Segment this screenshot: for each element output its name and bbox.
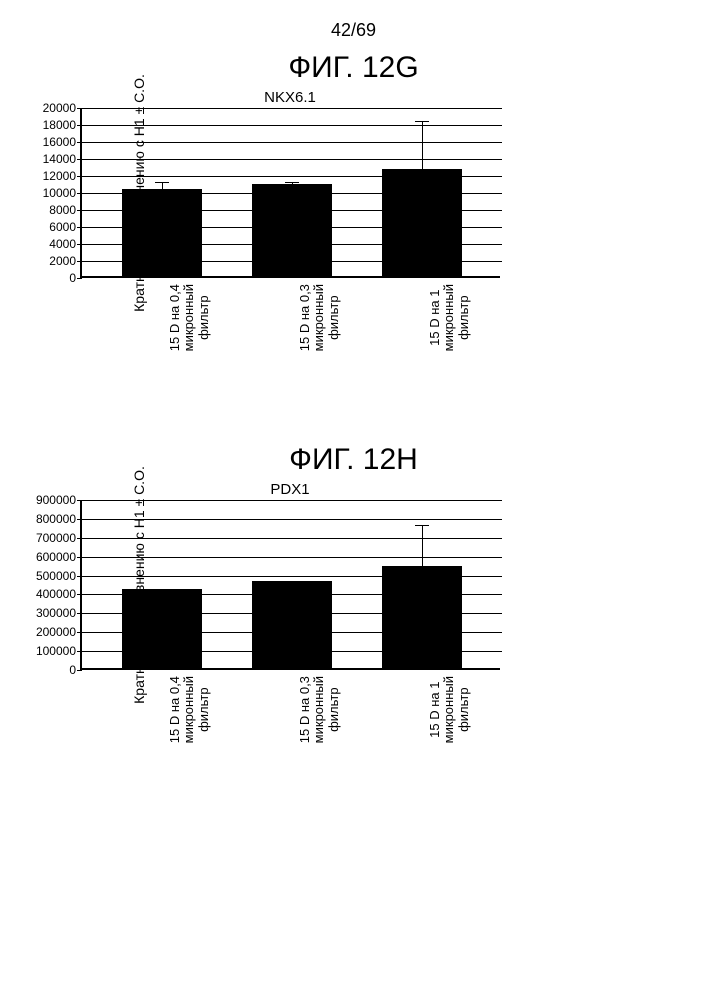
figure-h-title: ФИГ. 12H (0, 443, 707, 477)
xlabel: 15 D на 0,3микронныйфильтр (298, 284, 341, 351)
gridline (82, 108, 502, 109)
chart-h: Кратность по сравнению с H1 ± С.О. 01000… (80, 500, 707, 675)
ytick-label: 100000 (36, 644, 82, 658)
gridline (82, 519, 502, 520)
ytick-label: 6000 (49, 220, 82, 234)
ytick-label: 18000 (43, 118, 82, 132)
bar (382, 169, 462, 276)
chart-h-plot: 0100000200000300000400000500000600000700… (80, 500, 500, 670)
error-cap (155, 589, 169, 590)
ytick-label: 800000 (36, 512, 82, 526)
ytick-label: 10000 (43, 186, 82, 200)
chart-g: Кратность по сравнению с H1 ± С.О. 02000… (80, 108, 707, 283)
gridline (82, 159, 502, 160)
gridline (82, 142, 502, 143)
xlabel: 15 D на 1микронныйфильтр (428, 676, 471, 743)
gridline (82, 538, 502, 539)
error-bar (422, 525, 423, 568)
gridline (82, 125, 502, 126)
ytick-label: 14000 (43, 152, 82, 166)
ytick-label: 900000 (36, 493, 82, 507)
bar (122, 589, 202, 668)
chart-g-plot: 0200040006000800010000120001400016000180… (80, 108, 500, 278)
bar (382, 566, 462, 668)
xlabel: 15 D на 0,4микронныйфильтр (168, 676, 211, 743)
gridline (82, 557, 502, 558)
figure-g-title: ФИГ. 12G (0, 51, 707, 85)
ytick-label: 8000 (49, 203, 82, 217)
bar (252, 581, 332, 668)
xlabel: 15 D на 1микронныйфильтр (428, 284, 471, 351)
ytick-label: 0 (69, 271, 82, 285)
ytick-label: 600000 (36, 550, 82, 564)
error-bar (422, 121, 423, 171)
error-bar (162, 182, 163, 191)
ytick-label: 300000 (36, 606, 82, 620)
bar (252, 184, 332, 276)
error-cap (285, 582, 299, 583)
ytick-label: 4000 (49, 237, 82, 251)
ytick-label: 12000 (43, 169, 82, 183)
page-number: 42/69 (0, 0, 707, 41)
ytick-label: 200000 (36, 625, 82, 639)
ytick-label: 20000 (43, 101, 82, 115)
ytick-label: 400000 (36, 587, 82, 601)
error-cap (155, 182, 169, 183)
ytick-label: 700000 (36, 531, 82, 545)
error-cap (285, 182, 299, 183)
error-cap (415, 121, 429, 122)
bar (122, 189, 202, 276)
gridline (82, 500, 502, 501)
ytick-label: 0 (69, 663, 82, 677)
ytick-label: 2000 (49, 254, 82, 268)
error-cap (415, 525, 429, 526)
xlabel: 15 D на 0,4микронныйфильтр (168, 284, 211, 351)
xlabel: 15 D на 0,3микронныйфильтр (298, 676, 341, 743)
ytick-label: 16000 (43, 135, 82, 149)
ytick-label: 500000 (36, 569, 82, 583)
